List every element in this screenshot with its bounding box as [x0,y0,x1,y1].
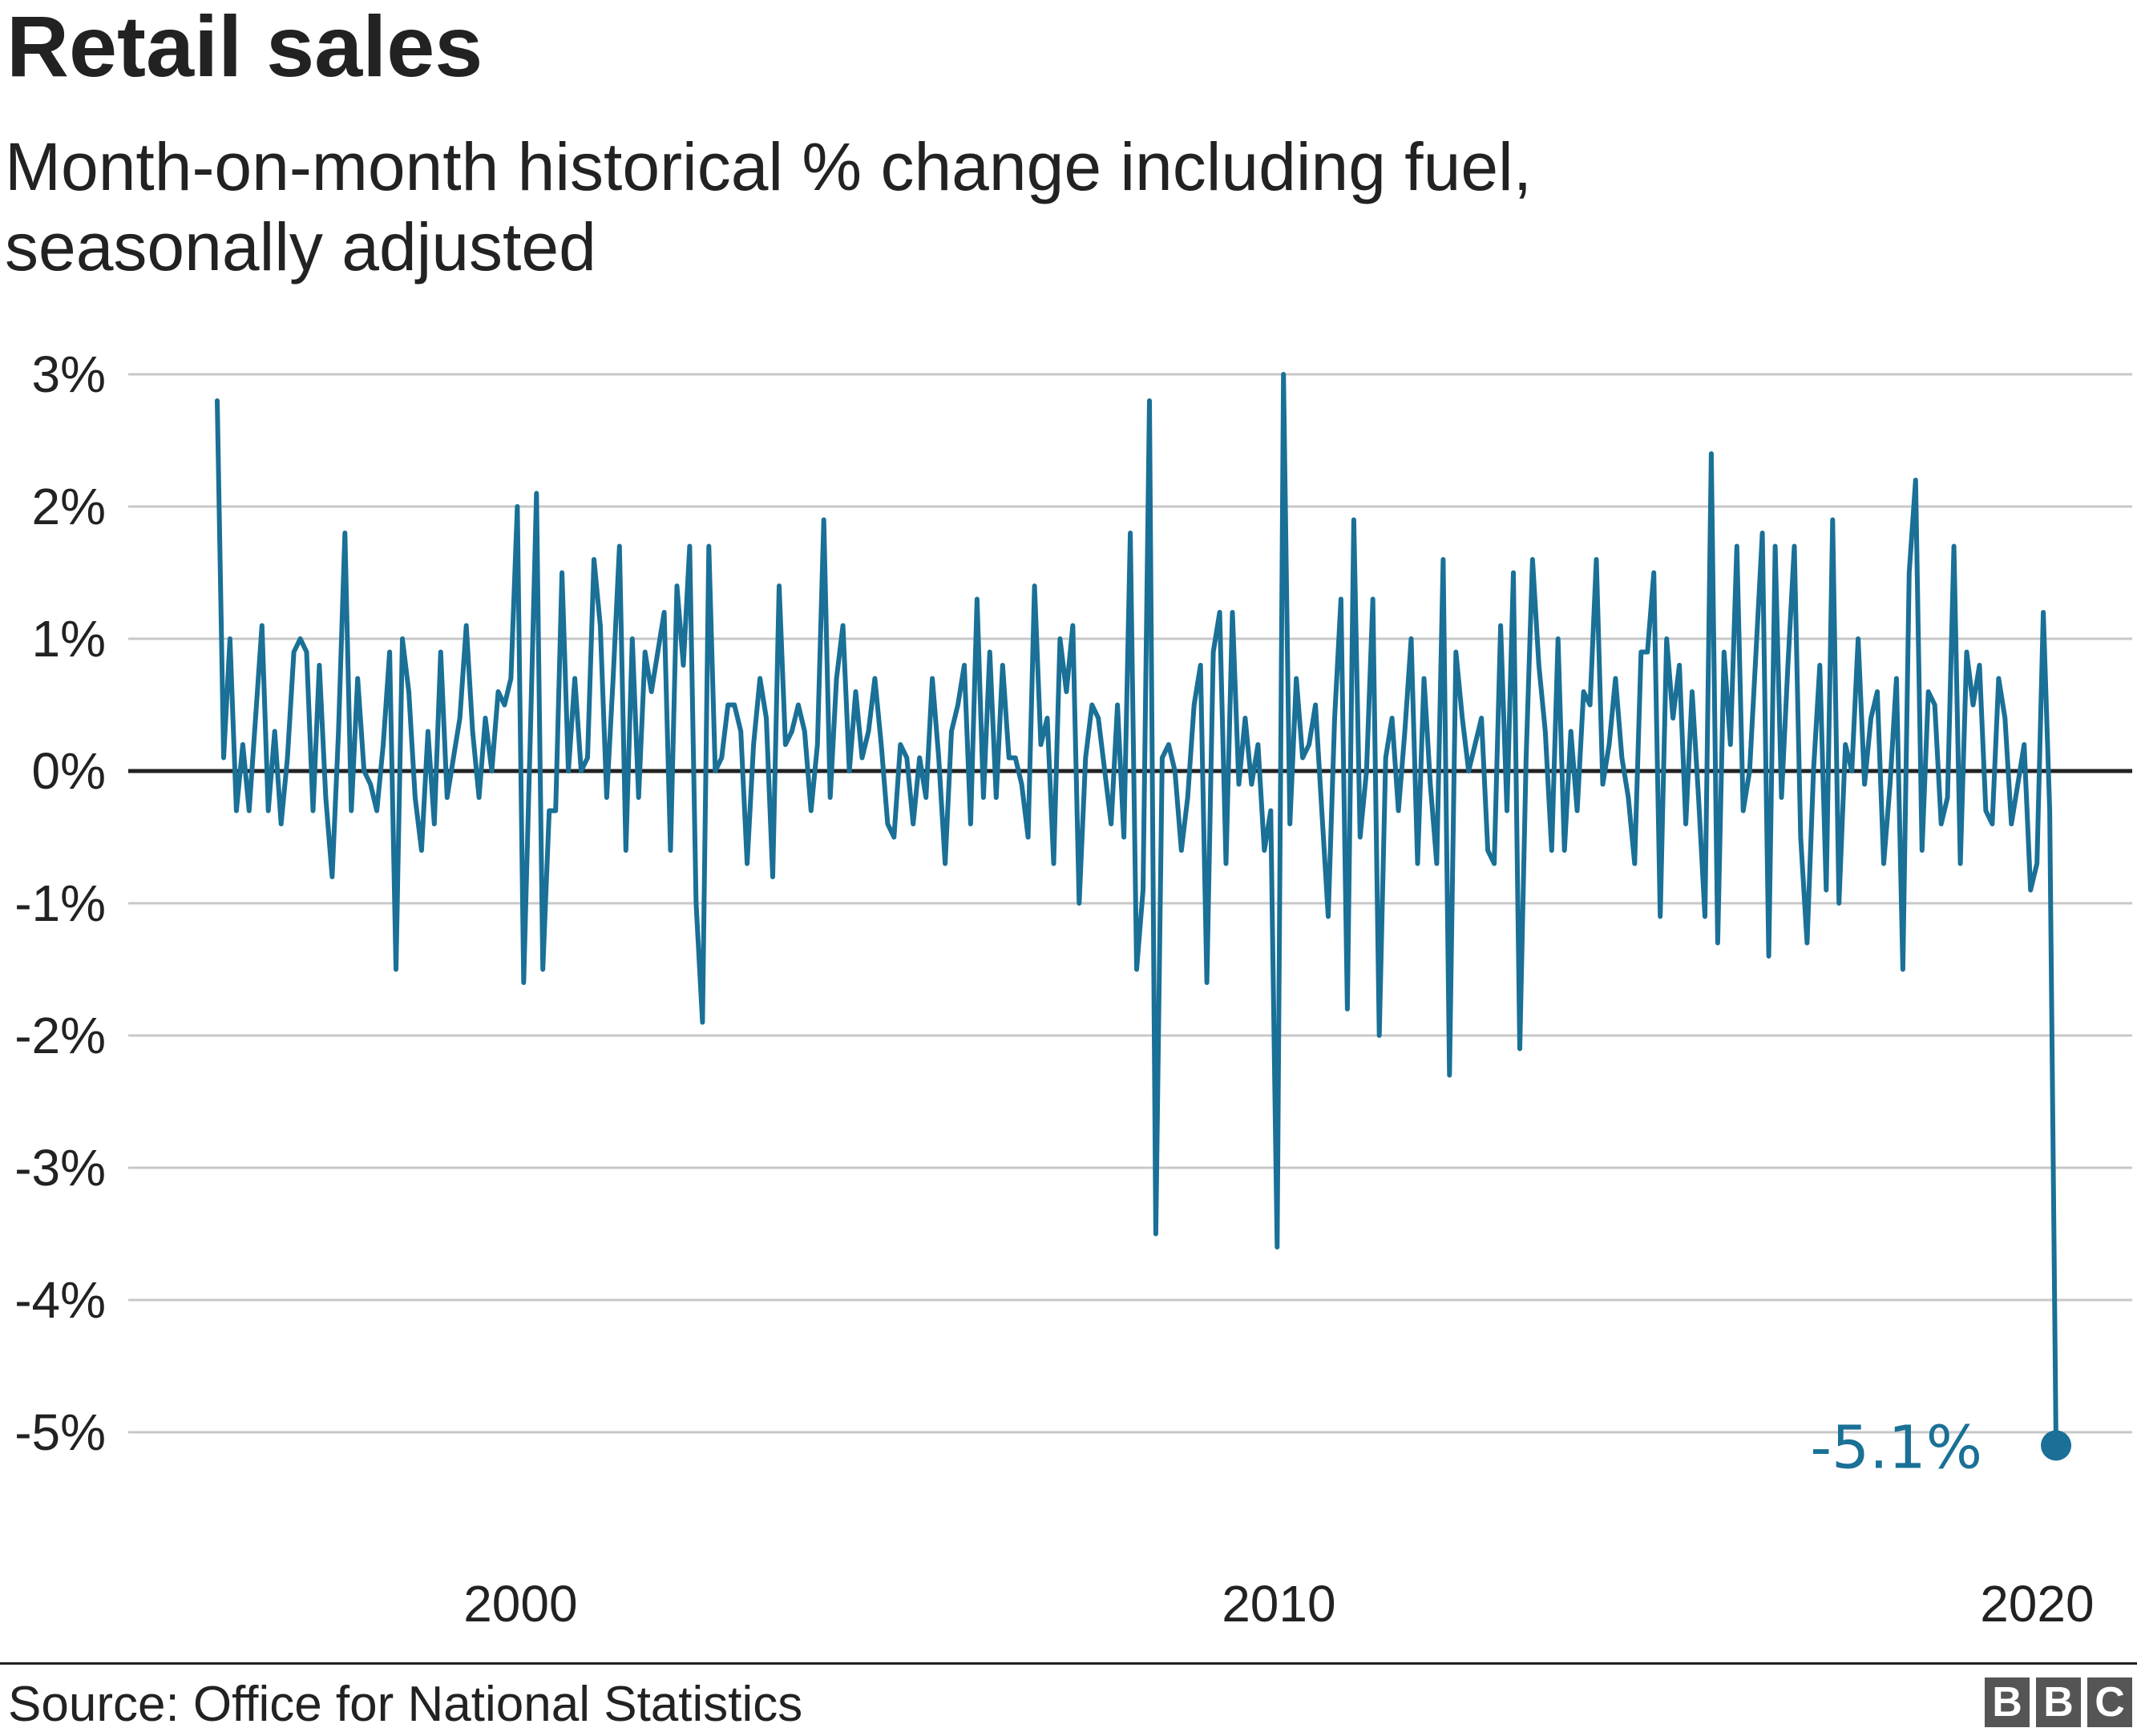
x-axis-ticks: 2000 2010 2020 [463,1575,2094,1633]
x-tick-label: 2010 [1222,1575,1335,1633]
y-tick-label: -3% [14,1139,106,1197]
y-tick-label: -1% [14,874,106,932]
y-tick-label: -4% [14,1271,106,1329]
x-tick-label: 2020 [1980,1575,2094,1633]
x-tick-label: 2000 [463,1575,577,1633]
y-tick-label: -5% [14,1403,106,1461]
end-annotation: -5.1% [1810,1414,2072,1483]
y-tick-label: -2% [14,1007,106,1064]
y-tick-label: 0% [32,742,107,800]
series-layer [215,372,2058,1448]
logo-letter-c: C [2087,1677,2132,1727]
series-line [215,372,2058,1448]
line-chart: 3% 2% 1% 0% -1% -2% -3% -4% -5% 2000 2010 2020 -5.… [14,345,2132,1633]
y-tick-label: 3% [32,345,107,403]
end-point-marker [2041,1430,2072,1461]
y-tick-label: 2% [32,478,107,535]
logo-letter-b1: B [1985,1677,2030,1727]
y-tick-label: 1% [32,610,107,668]
chart-title: Retail sales [6,0,483,95]
footer-rule [0,1662,2137,1665]
source-note: Source: Office for National Statistics [8,1677,803,1732]
bbc-logo: B B C [1985,1677,2132,1727]
y-axis-ticks: 3% 2% 1% 0% -1% -2% -3% -4% -5% [14,345,106,1461]
end-value-label: -5.1% [1810,1414,1982,1483]
logo-letter-b2: B [2036,1677,2081,1727]
chart-subtitle: Month-on-month historical % change inclu… [5,129,1533,285]
